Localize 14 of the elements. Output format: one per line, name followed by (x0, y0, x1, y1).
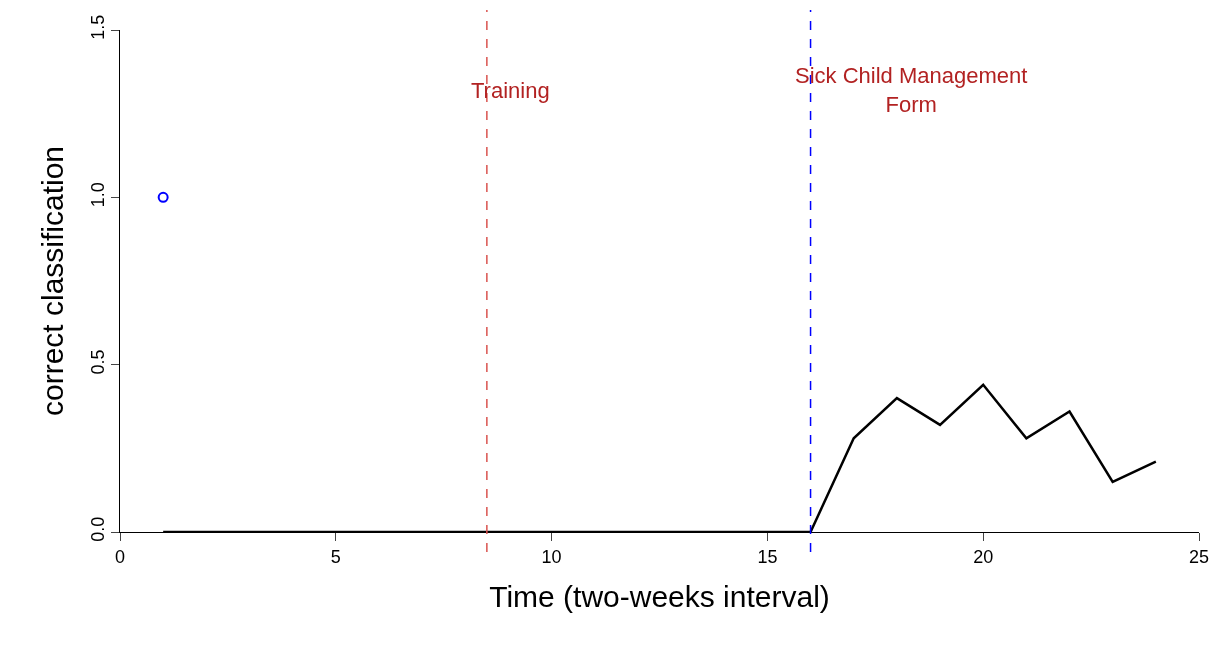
x-tick-label: 10 (541, 546, 562, 567)
y-tick-label: 0.5 (87, 349, 108, 375)
x-tick-label: 5 (330, 546, 341, 567)
ref-line-label: Training (471, 78, 550, 103)
x-tick-label: 15 (757, 546, 778, 567)
x-axis-title: Time (two-weeks interval) (489, 580, 830, 614)
x-tick-label: 20 (973, 546, 994, 567)
x-tick-label: 0 (114, 546, 126, 567)
y-tick-label: 1.0 (87, 182, 108, 208)
ref-line-label: Sick Child Management Form (795, 63, 1028, 117)
y-tick-label: 0.0 (87, 516, 108, 542)
y-axis-title: correct classification (35, 145, 69, 417)
y-tick-label: 1.5 (87, 14, 108, 40)
x-tick-label: 25 (1188, 546, 1210, 567)
